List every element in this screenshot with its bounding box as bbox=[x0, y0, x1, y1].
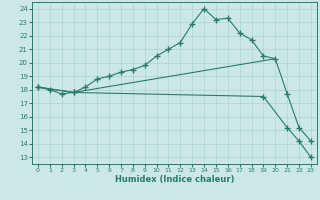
X-axis label: Humidex (Indice chaleur): Humidex (Indice chaleur) bbox=[115, 175, 234, 184]
